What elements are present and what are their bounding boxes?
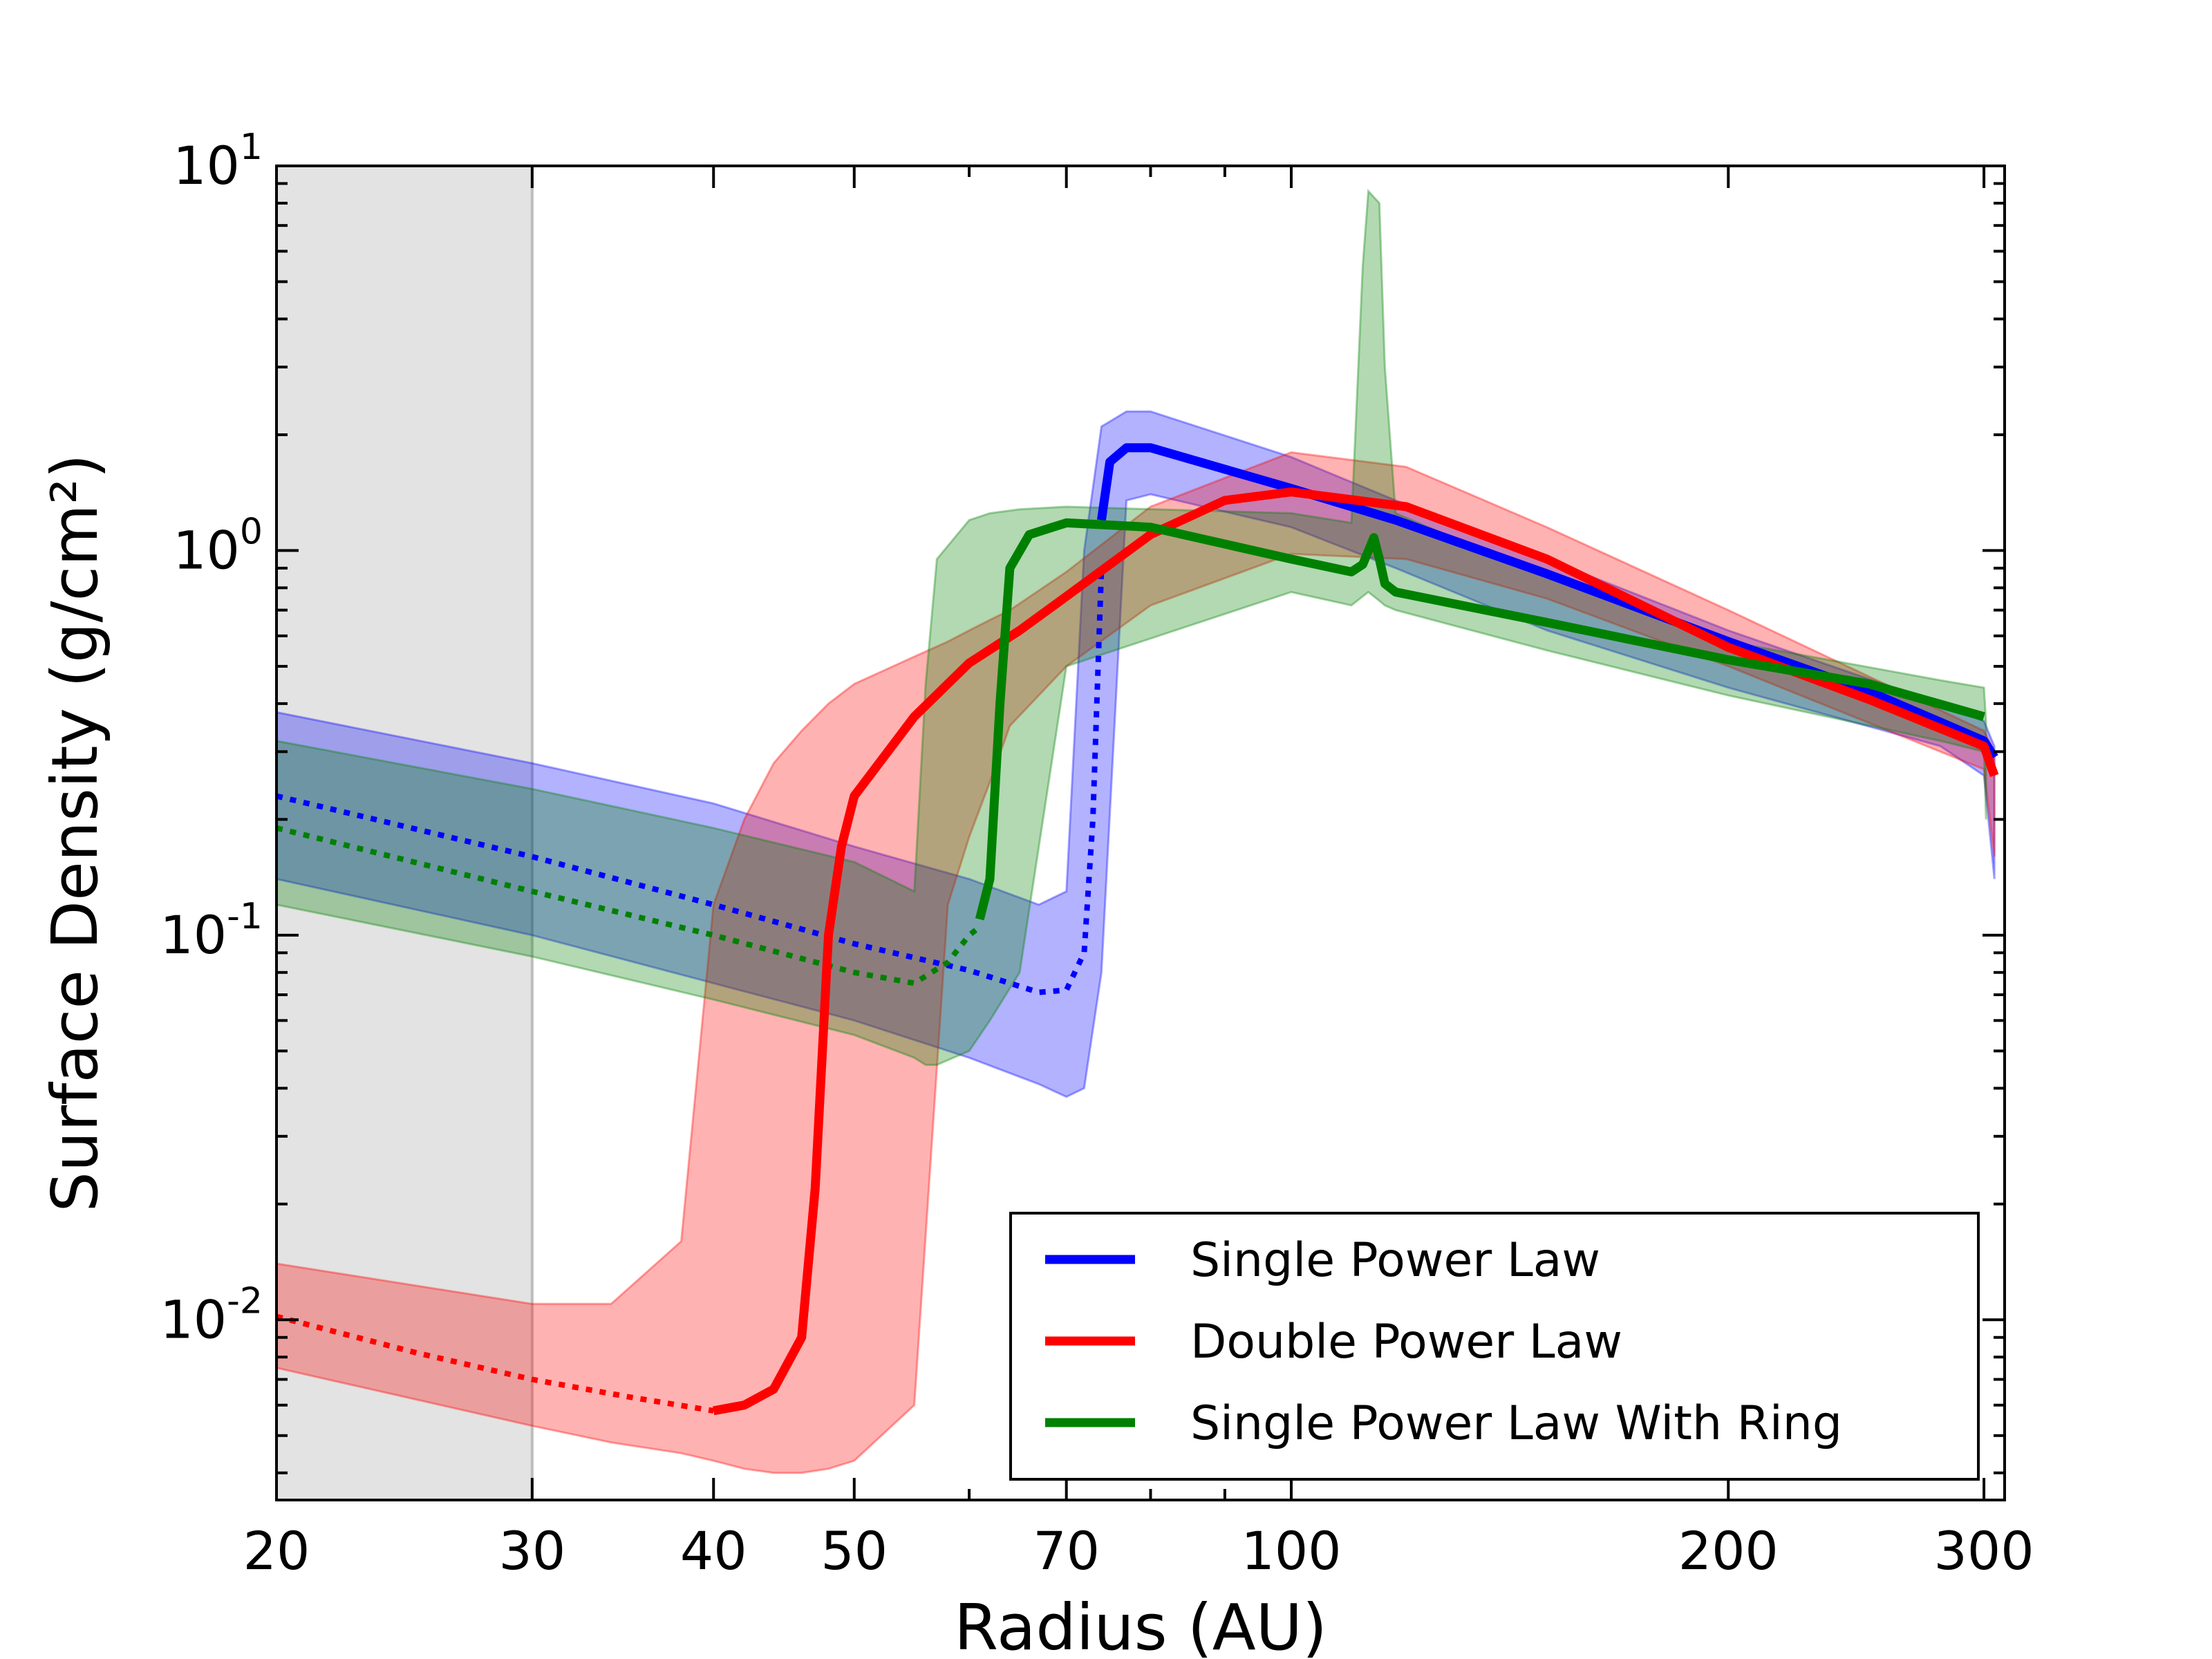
plot-frame: [275, 165, 2006, 1501]
dotted-line-single-power-law-with-ring: [276, 825, 982, 986]
legend: Single Power Law Double Power Law Single…: [1009, 1212, 1980, 1481]
dotted-line-double-power-law: [276, 1313, 714, 1414]
solid-line-single-power-law-with-ring: [975, 518, 1985, 921]
legend-label-single-power-law: Single Power Law: [1190, 1233, 1600, 1288]
x-tick-label: 30: [498, 1520, 565, 1582]
y-tick-label: 10-1: [160, 896, 263, 966]
series-lines: [276, 443, 1999, 1416]
tick-labels: 20 30 40 50 70 100 200 300 10-2 10-1 100 101: [160, 126, 2034, 1582]
x-tick-label: 20: [243, 1520, 310, 1582]
y-tick-label: 101: [173, 126, 263, 196]
legend-label-single-power-law-with-ring: Single Power Law With Ring: [1190, 1396, 1842, 1451]
legend-label-double-power-law: Double Power Law: [1190, 1315, 1622, 1369]
legend-box: [1009, 1212, 1980, 1481]
x-tick-label: 40: [680, 1520, 747, 1582]
x-axis-label: Radius (AU): [954, 1591, 1327, 1659]
x-tick-label: 300: [1934, 1520, 2034, 1582]
x-tick-label: 200: [1678, 1520, 1779, 1582]
y-axis-label: Surface Density (g/cm²): [38, 454, 112, 1212]
x-tick-label: 70: [1033, 1520, 1100, 1582]
axis-ticks: [275, 165, 2005, 1500]
solid-line-single-power-law: [1096, 443, 1998, 760]
y-tick-label: 10-2: [160, 1280, 263, 1350]
excluded-region-shade: [276, 166, 532, 1500]
x-tick-label: 50: [821, 1520, 888, 1582]
dotted-line-single-power-law: [276, 568, 1105, 995]
band-double-power-law: [276, 451, 1996, 1474]
solid-line-double-power-law: [713, 487, 1999, 1416]
band-single-power-law-with-ring: [276, 188, 1987, 1066]
y-tick-label: 100: [173, 511, 263, 581]
x-tick-label: 100: [1241, 1520, 1341, 1582]
